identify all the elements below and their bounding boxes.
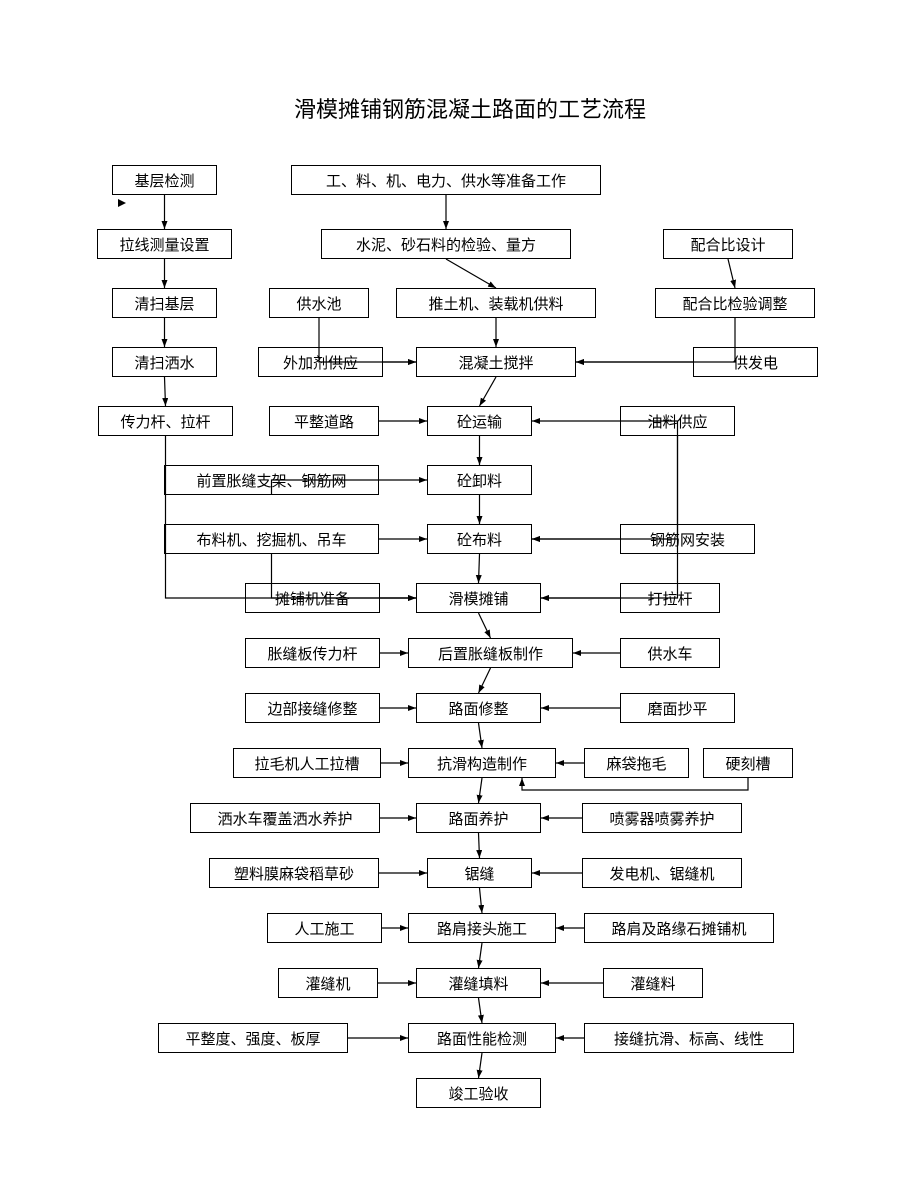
node-n_concrete_unload: 砼卸料 xyxy=(427,465,532,495)
node-n_rebar_install: 钢筋网安装 xyxy=(620,524,755,554)
node-n_mix_design: 配合比设计 xyxy=(663,229,793,259)
node-n_shoulder_joint: 路肩接头施工 xyxy=(408,913,556,943)
node-n_fill_joint: 灌缝填料 xyxy=(416,968,541,998)
node-n_shoulder_paver: 路肩及路缘石摊铺机 xyxy=(584,913,774,943)
node-n_surface_fix: 路面修整 xyxy=(416,693,541,723)
node-n_paver_prep: 摊铺机准备 xyxy=(245,583,380,613)
node-n_flat_road: 平整道路 xyxy=(269,406,379,436)
node-n_grind_flat: 磨面抄平 xyxy=(620,693,735,723)
node-n_exp_dowel: 胀缝板传力杆 xyxy=(245,638,380,668)
node-n_plastic_burlap: 塑料膜麻袋稻草砂 xyxy=(209,858,379,888)
node-n_concrete_mix: 混凝土搅拌 xyxy=(416,347,576,377)
node-n_slipform: 滑模摊铺 xyxy=(416,583,541,613)
node-n_flat_strength: 平整度、强度、板厚 xyxy=(158,1023,348,1053)
node-n_perf_test: 路面性能检测 xyxy=(408,1023,556,1053)
node-n_prep_work: 工、料、机、电力、供水等准备工作 xyxy=(291,165,601,195)
node-n_saw_joint: 锯缝 xyxy=(427,858,532,888)
node-n_antiskid: 抗滑构造制作 xyxy=(408,748,556,778)
node-n_sweep_base: 清扫基层 xyxy=(112,288,217,318)
node-n_sealant_mat: 灌缝料 xyxy=(603,968,703,998)
node-n_spreader_crane: 布料机、挖掘机、吊车 xyxy=(164,524,379,554)
node-n_sealant_machine: 灌缝机 xyxy=(278,968,378,998)
node-n_completion: 竣工验收 xyxy=(416,1078,541,1108)
node-n_mix_check: 配合比检验调整 xyxy=(655,288,815,318)
node-n_water_truck: 供水车 xyxy=(620,638,720,668)
node-n_material_check: 水泥、砂石料的检验、量方 xyxy=(321,229,571,259)
node-n_base_inspect: 基层检测 xyxy=(112,165,217,195)
node-n_power_supply: 供发电 xyxy=(693,347,818,377)
node-n_gen_sawcutter: 发电机、锯缝机 xyxy=(582,858,742,888)
node-n_additive: 外加剂供应 xyxy=(258,347,383,377)
node-n_burlap_drag: 麻袋拖毛 xyxy=(584,748,689,778)
node-n_concrete_trans: 砼运输 xyxy=(427,406,532,436)
node-n_hard_groove: 硬刻槽 xyxy=(703,748,793,778)
node-n_manual_const: 人工施工 xyxy=(267,913,382,943)
node-n_loader_supply: 推土机、装载机供料 xyxy=(396,288,596,318)
node-n_manual_groove: 拉毛机人工拉槽 xyxy=(233,748,381,778)
node-n_water_pool: 供水池 xyxy=(269,288,369,318)
node-n_front_frame: 前置胀缝支架、钢筋网 xyxy=(164,465,379,495)
node-n_sweep_water: 清扫洒水 xyxy=(112,347,217,377)
node-n_sprinkle_cure: 洒水车覆盖洒水养护 xyxy=(190,803,380,833)
node-n_curing: 路面养护 xyxy=(416,803,541,833)
node-n_edge_joint_fix: 边部接缝修整 xyxy=(245,693,380,723)
node-n_dowel_tiebar: 传力杆、拉杆 xyxy=(98,406,233,436)
node-n_oil_supply: 油料供应 xyxy=(620,406,735,436)
node-n_concrete_spread: 砼布料 xyxy=(427,524,532,554)
node-n_pull_bar: 打拉杆 xyxy=(620,583,720,613)
chart-title: 滑模摊铺钢筋混凝土路面的工艺流程 xyxy=(260,92,680,124)
node-n_rear_exp_mfg: 后置胀缝板制作 xyxy=(408,638,573,668)
node-n_line_measure: 拉线测量设置 xyxy=(97,229,232,259)
node-n_mist_cure: 喷雾器喷雾养护 xyxy=(582,803,742,833)
node-n_joint_antiskid: 接缝抗滑、标高、线性 xyxy=(584,1023,794,1053)
